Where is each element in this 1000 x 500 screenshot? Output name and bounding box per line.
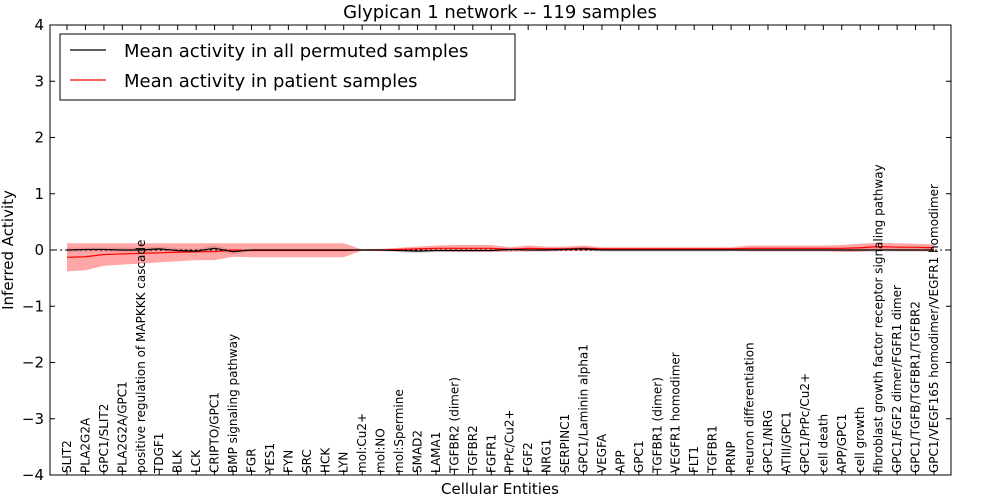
legend-label-permuted: Mean activity in all permuted samples <box>124 41 468 62</box>
category-label: GPC1/Laminin alpha1 <box>577 344 591 473</box>
y-tick-label: −4 <box>22 466 44 484</box>
category-label: mol:NO <box>374 428 388 473</box>
plot-frame <box>49 24 952 476</box>
category-label: SMAD2 <box>410 430 424 473</box>
chart-title: Glypican 1 network -- 119 samples <box>343 2 657 23</box>
category-label: PLA2G2A <box>78 417 92 473</box>
category-label: GPC1/SLIT2 <box>97 404 111 473</box>
category-label: GPC1/TGFB/TGFBR1/TGFBR2 <box>909 301 923 473</box>
y-tick-label: −1 <box>22 297 44 315</box>
category-label: GPC1/NRG <box>761 410 775 473</box>
category-label: FGF2 <box>521 442 535 473</box>
category-label: GPC1/FGF2 dimer/FGFR1 dimer <box>890 285 904 473</box>
category-label: FLT1 <box>687 446 701 473</box>
category-label: SLIT2 <box>60 440 74 473</box>
category-label: cell growth <box>853 407 867 473</box>
category-label: cell death <box>816 414 830 473</box>
category-label: positive regulation of MAPKKK cascade <box>134 240 148 473</box>
series-line <box>66 247 934 253</box>
category-label: CRIPTO/GPC1 <box>208 392 222 473</box>
category-label: mol:Spermine <box>392 389 406 473</box>
category-label: FGR <box>244 448 258 473</box>
category-label: VEGFR1 homodimer <box>669 352 683 473</box>
band-patient <box>67 242 934 272</box>
category-label: GPC1 <box>632 440 646 473</box>
category-label: LCK <box>189 449 203 473</box>
category-label: TGFBR2 (dimer) <box>447 377 461 474</box>
y-tick-label: 4 <box>34 16 44 34</box>
category-label: LAMA1 <box>429 432 443 473</box>
category-label: APP <box>613 450 627 473</box>
x-axis-label: Cellular Entities <box>441 480 559 498</box>
category-label: BLK <box>171 449 185 473</box>
category-label: VEGFA <box>595 433 609 473</box>
category-label: SRC <box>300 449 314 473</box>
legend-box <box>59 33 516 101</box>
y-tick-label: −3 <box>22 410 44 428</box>
category-label: GPC1/VEGF165 homodimer/VEGFR1 homodimer <box>927 184 941 473</box>
series-permuted <box>66 247 935 253</box>
legend-label-patient: Mean activity in patient samples <box>124 71 418 92</box>
series-line <box>66 246 935 258</box>
category-label: HCK <box>318 447 332 473</box>
category-label: LYN <box>337 452 351 473</box>
category-label: neuron differentiation <box>743 342 757 473</box>
category-label: mol:Cu2+ <box>355 413 369 473</box>
category-label: YES1 <box>263 443 277 474</box>
category-label: PrPc/Cu2+ <box>503 409 517 473</box>
category-label: TDGF1 <box>152 433 166 474</box>
category-label: GPC1/PrPc/Cu2+ <box>798 373 812 473</box>
category-labels: SLIT2 PLA2G2A GPC1/SLIT2 PLA2G2A/GPC1 positi… <box>60 164 941 474</box>
category-label: BMP signaling pathway <box>226 334 240 473</box>
category-label: FGFR1 <box>484 434 498 473</box>
category-label: ATIII/GPC1 <box>779 411 793 473</box>
legend: Mean activity in all permuted samples Me… <box>59 33 516 101</box>
category-label: TGFBR1 (dimer) <box>650 377 664 474</box>
category-label: FYN <box>281 450 295 473</box>
series-lines <box>66 246 935 258</box>
category-label: fibroblast growth factor receptor signal… <box>872 164 886 473</box>
x-axis-ticks <box>66 25 935 475</box>
category-label: TGFBR2 <box>466 425 480 474</box>
confidence-bands <box>67 242 934 272</box>
category-label: APP/GPC1 <box>835 414 849 473</box>
category-label: PLA2G2A/GPC1 <box>115 381 129 473</box>
y-tick-label: 1 <box>34 185 44 203</box>
y-tick-label: −2 <box>22 354 44 372</box>
category-label: TGFBR1 <box>706 425 720 474</box>
y-axis-ticks: −4 −3 −2 −1 0 1 2 3 4 <box>22 16 951 484</box>
category-label: SERPINC1 <box>558 414 572 473</box>
y-axis-label: Inferred Activity <box>0 190 17 310</box>
category-label: PRNP <box>724 441 738 473</box>
y-tick-label: 3 <box>34 72 44 90</box>
y-tick-label: 0 <box>34 241 44 259</box>
y-tick-label: 2 <box>34 129 44 147</box>
category-label: NRG1 <box>540 439 554 473</box>
